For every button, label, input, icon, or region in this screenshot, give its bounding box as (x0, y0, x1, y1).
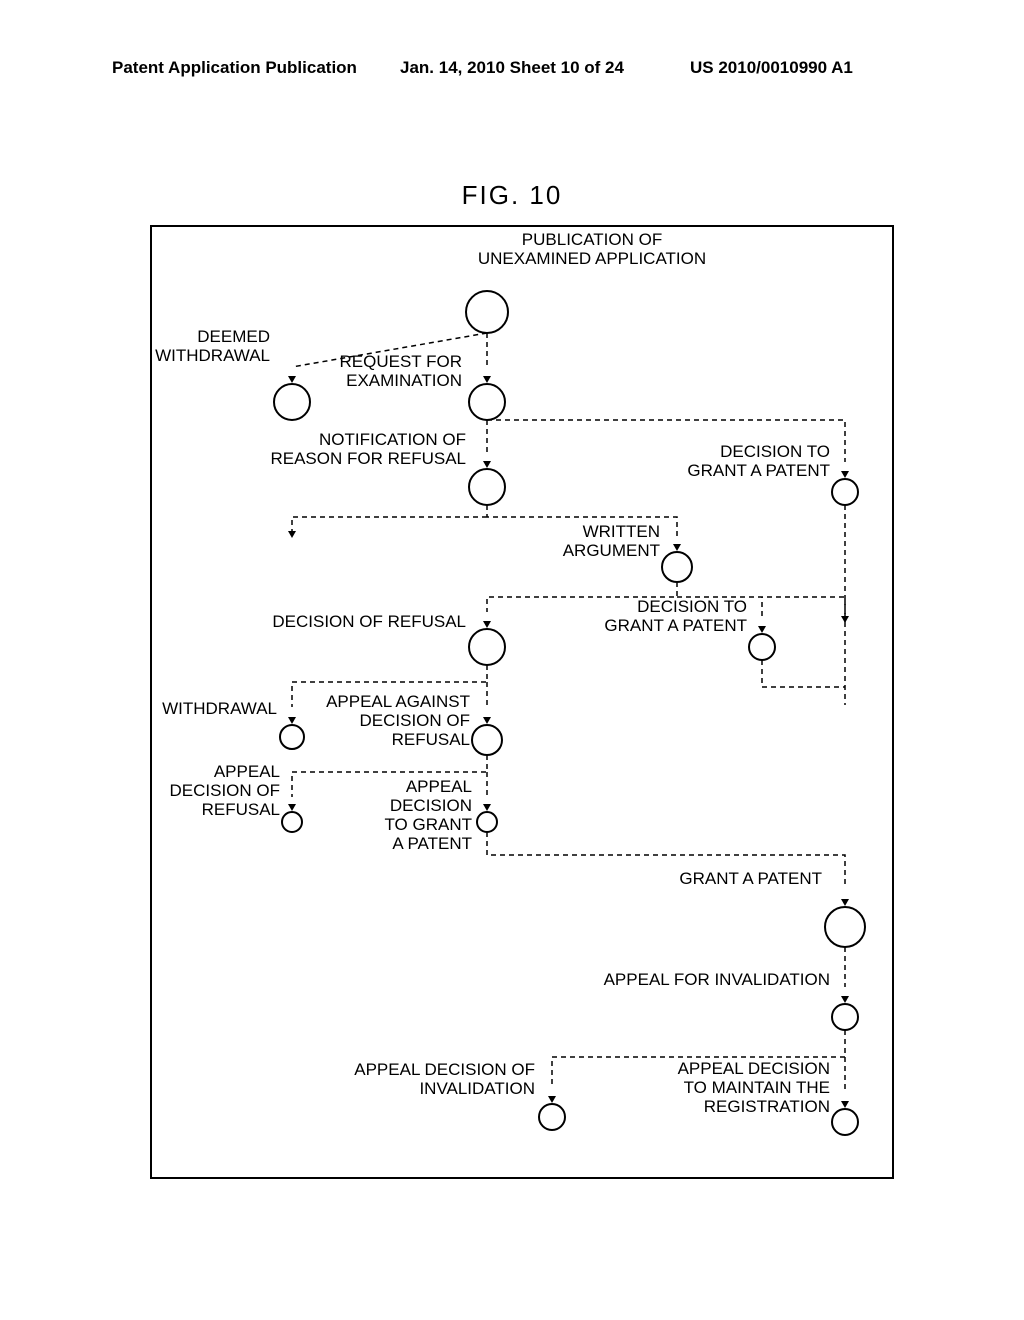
arrow-icon (841, 1101, 849, 1108)
flow-node-grantpat (825, 907, 865, 947)
flow-node-appeal (472, 725, 502, 755)
arrow-icon (288, 376, 296, 383)
flow-label-withdraw1: DEEMEDWITHDRAWAL (155, 327, 270, 365)
header-publication: Patent Application Publication (112, 58, 357, 78)
flow-node-written (662, 552, 692, 582)
flow-node-invalid (832, 1004, 858, 1030)
flow-node-grant1 (832, 479, 858, 505)
flow-label-notif: NOTIFICATION OFREASON FOR REFUSAL (270, 430, 466, 468)
flow-node-notif (469, 469, 505, 505)
arrow-icon (548, 1096, 556, 1103)
figure-title: FIG. 10 (0, 180, 1024, 211)
flow-label-decref: DECISION OF REFUSAL (272, 612, 466, 631)
arrow-icon (483, 621, 491, 628)
flow-label-grant2: DECISION TOGRANT A PATENT (604, 597, 747, 635)
arrow-icon (841, 471, 849, 478)
flow-node-decref (469, 629, 505, 665)
flow-node-pub (466, 291, 508, 333)
arrow-icon (673, 544, 681, 551)
header-date-sheet: Jan. 14, 2010 Sheet 10 of 24 (400, 58, 624, 78)
flow-label-pub: PUBLICATION OFUNEXAMINED APPLICATION (478, 230, 706, 268)
diagram-frame: PUBLICATION OFUNEXAMINED APPLICATION DEEM… (150, 225, 894, 1179)
arrow-icon (288, 804, 296, 811)
flow-node-appgrant (477, 812, 497, 832)
flow-node-maintain (832, 1109, 858, 1135)
arrow-icon (841, 996, 849, 1003)
flow-label-invalid: APPEAL FOR INVALIDATION (604, 970, 830, 989)
arrow-icon (841, 899, 849, 906)
arrow-icon (483, 804, 491, 811)
flow-label-appgrant: APPEALDECISIONTO GRANTA PATENT (384, 777, 472, 853)
flow-label-req: REQUEST FOREXAMINATION (340, 352, 462, 390)
arrow-icon (483, 717, 491, 724)
flow-node-withdraw1 (274, 384, 310, 420)
flow-label-maintain: APPEAL DECISIONTO MAINTAIN THEREGISTRATI… (678, 1059, 830, 1116)
flow-label-appeal: APPEAL AGAINSTDECISION OFREFUSAL (326, 692, 470, 749)
flow-label-appref: APPEALDECISION OFREFUSAL (169, 762, 280, 819)
flowchart-svg: PUBLICATION OFUNEXAMINED APPLICATION DEEM… (152, 227, 892, 1177)
arrow-icon (483, 376, 491, 383)
flow-node-grant2 (749, 634, 775, 660)
flow-node-withdraw2 (280, 725, 304, 749)
flow-label-withdraw2: WITHDRAWAL (162, 699, 277, 718)
flow-label-written: WRITTENARGUMENT (563, 522, 660, 560)
arrow-icon (288, 531, 296, 538)
arrow-icon (758, 626, 766, 633)
arrow-icon (483, 461, 491, 468)
flow-label-grant1: DECISION TOGRANT A PATENT (687, 442, 830, 480)
flow-node-appref (282, 812, 302, 832)
flow-label-appinval: APPEAL DECISION OFINVALIDATION (354, 1060, 535, 1098)
page-root: Patent Application Publication Jan. 14, … (0, 0, 1024, 1320)
arrow-icon (288, 717, 296, 724)
flow-node-req (469, 384, 505, 420)
flow-node-appinval (539, 1104, 565, 1130)
header-pub-number: US 2010/0010990 A1 (690, 58, 853, 78)
flow-label-grantpat: GRANT A PATENT (679, 869, 822, 888)
